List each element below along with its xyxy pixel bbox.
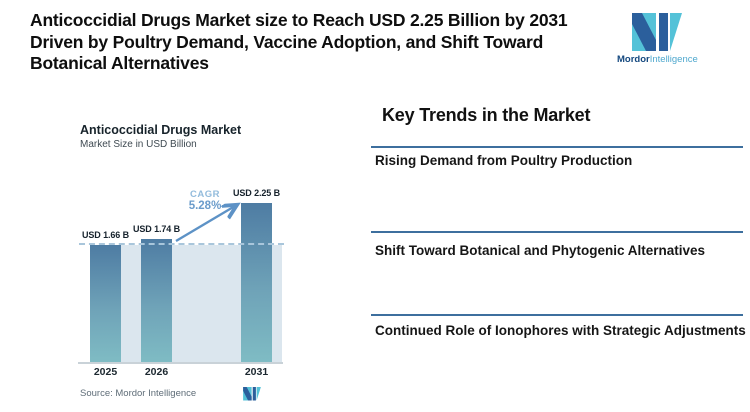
page-title-line-1: Anticoccidial Drugs Market size to Reach… <box>30 10 568 30</box>
brand-text: MordorIntelligence <box>617 54 698 65</box>
chart-title: Anticoccidial Drugs Market <box>80 123 242 137</box>
mordor-logo-icon <box>632 13 682 51</box>
bar-value-2025: USD 1.66 B <box>81 230 130 240</box>
trend-divider-2 <box>371 231 743 233</box>
x-axis-line <box>78 362 283 364</box>
bar-value-2031: USD 2.25 B <box>232 188 281 198</box>
bar-2031 <box>241 203 272 363</box>
trends-heading: Key Trends in the Market <box>382 105 591 125</box>
bar-2026 <box>141 239 172 363</box>
mordor-mini-logo-icon <box>243 387 261 401</box>
cagr-annotation: CAGR 5.28% <box>179 189 231 212</box>
baseline-dashed-line <box>79 243 284 245</box>
x-tick-2031: 2031 <box>244 366 269 378</box>
trend-item-3: Continued Role of Ionophores with Strate… <box>375 323 746 338</box>
trend-divider-3 <box>371 314 743 316</box>
x-tick-2026: 2026 <box>144 366 169 378</box>
growth-arrow-icon <box>175 197 244 243</box>
page-title-line-2: Driven by Poultry Demand, Vaccine Adopti… <box>30 31 544 52</box>
trend-item-1: Rising Demand from Poultry Production <box>375 153 633 168</box>
page-title: Anticoccidial Drugs Market size to Reach… <box>30 10 630 75</box>
cagr-value: 5.28% <box>188 200 222 212</box>
page-title-line-3: Botanical Alternatives <box>30 53 209 73</box>
x-tick-2025: 2025 <box>93 366 118 378</box>
cagr-label: CAGR <box>190 189 220 200</box>
source-attribution: Source: Mordor Intelligence <box>80 388 197 399</box>
brand-name-light: Intelligence <box>649 54 698 65</box>
brand-name-bold: Mordor <box>617 54 650 65</box>
bar-value-2026: USD 1.74 B <box>132 224 181 234</box>
bar-2025 <box>90 245 121 363</box>
mordor-intelligence-logo: MordorIntelligence <box>617 13 698 65</box>
trend-divider-1 <box>371 146 743 148</box>
trend-item-2: Shift Toward Botanical and Phytogenic Al… <box>375 243 706 258</box>
chart-subtitle: Market Size in USD Billion <box>80 139 197 150</box>
